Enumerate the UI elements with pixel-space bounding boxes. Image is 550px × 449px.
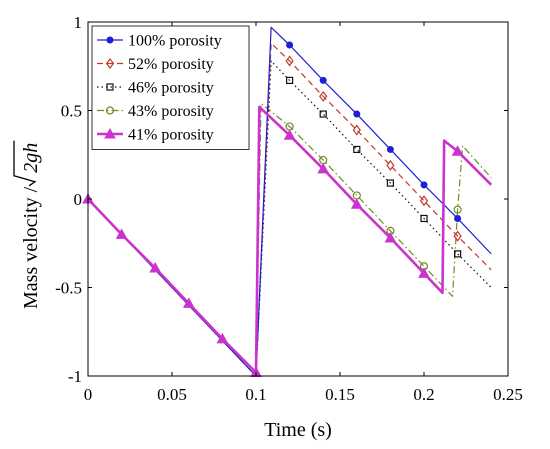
y-axis-title: Mass velocity / 2gh xyxy=(13,140,42,309)
series-0-point-10 xyxy=(420,181,428,189)
series-2-point-9 xyxy=(386,179,394,187)
series-4-point-2 xyxy=(149,262,162,273)
legend-marker-2 xyxy=(106,83,114,91)
legend-marker-4 xyxy=(104,127,116,139)
series-0-point-6 xyxy=(286,41,294,49)
series-2-point-6 xyxy=(286,76,294,85)
legend: 100% porosity 52% porosity 46% porosity 43%… xyxy=(91,25,250,150)
series-0-point-9 xyxy=(386,145,394,153)
y-tick-label-2: 0 xyxy=(74,190,83,209)
series-line-4 xyxy=(87,105,493,374)
x-tick-label-4: 0.2 xyxy=(413,385,434,404)
legend-label-2: 46% porosity xyxy=(128,80,214,97)
y-axis-title-radicand: 2gh xyxy=(20,143,42,173)
series-0-point-11 xyxy=(454,214,462,222)
series-4-point-6 xyxy=(283,129,296,140)
series-4-point-10 xyxy=(418,267,430,278)
x-tick-label-3: 0.15 xyxy=(325,385,355,404)
series-0 xyxy=(87,26,492,377)
series-4-point-8 xyxy=(350,198,363,209)
series-4-point-9 xyxy=(384,231,397,243)
series-0-point-7 xyxy=(319,76,327,84)
y-tick-label-4: 1 xyxy=(74,13,83,32)
legend-label-3: 43% porosity xyxy=(128,103,214,120)
series-4-point-1 xyxy=(115,228,128,239)
legend-label-4: 41% porosity xyxy=(128,127,214,144)
x-tick-label-1: 0.05 xyxy=(157,385,187,404)
series-2-point-7 xyxy=(319,110,327,118)
series-4-point-4 xyxy=(216,332,229,344)
series-2-point-8 xyxy=(353,145,361,154)
y-axis-title-text: Mass velocity / xyxy=(20,186,42,309)
series-layer xyxy=(82,26,493,377)
legend-label-1: 52% porosity xyxy=(128,56,214,73)
series-line-0 xyxy=(87,26,492,377)
series-4-point-7 xyxy=(317,162,330,174)
axis-layer: 0 0.05 0.1 0.15 0.2 0.25 -1 -0.5 0 0.5 1 xyxy=(55,13,523,404)
series-4-point-3 xyxy=(182,297,195,308)
y-tick-label-1: -0.5 xyxy=(55,279,82,298)
series-1-point-11 xyxy=(453,230,462,242)
y-tick-label-0: -1 xyxy=(68,367,82,386)
legend-marker-0 xyxy=(106,36,114,44)
y-tick-label-3: 0.5 xyxy=(61,102,82,121)
x-tick-label-0: 0 xyxy=(84,385,93,404)
x-tick-label-5: 0.25 xyxy=(493,385,523,404)
series-2-point-11 xyxy=(454,250,462,258)
series-1-point-7 xyxy=(319,90,328,102)
series-4 xyxy=(82,105,493,377)
legend-marker-1 xyxy=(105,58,115,69)
x-tick-label-2: 0.1 xyxy=(245,385,266,404)
series-1-point-9 xyxy=(386,159,395,171)
series-2-point-10 xyxy=(420,214,428,223)
series-3-point-11 xyxy=(453,205,462,214)
series-line-3 xyxy=(87,102,492,377)
x-axis-title: Time (s) xyxy=(264,419,332,441)
legend-box xyxy=(91,25,250,150)
square-root-sign xyxy=(13,140,37,187)
series-1-point-8 xyxy=(352,124,361,136)
series-1-point-6 xyxy=(285,55,294,67)
series-4-point-11 xyxy=(451,145,464,156)
legend-label-0: 100% porosity xyxy=(128,33,222,50)
legend-marker-3 xyxy=(105,106,115,115)
series-0-point-8 xyxy=(353,110,361,118)
series-1-point-10 xyxy=(419,195,429,207)
